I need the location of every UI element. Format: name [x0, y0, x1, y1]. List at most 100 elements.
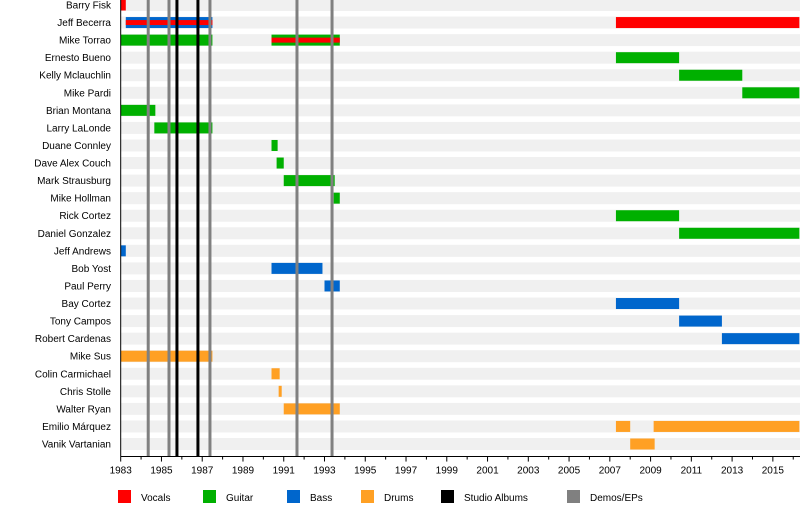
member-name: Ernesto Bueno: [45, 53, 112, 64]
row-stripe: [120, 244, 800, 257]
x-tick-label: 2015: [762, 466, 785, 477]
x-tick-label: 1989: [232, 466, 255, 477]
bar-guitar: [120, 34, 213, 46]
row-stripe: [120, 69, 800, 82]
member-name: Bay Cortez: [62, 299, 111, 310]
bar-drums: [283, 403, 340, 415]
bar-guitar: [283, 175, 335, 187]
row-stripe: [120, 104, 800, 117]
row-stripe: [120, 315, 800, 328]
legend-label: Guitar: [226, 493, 254, 504]
row-stripe: [120, 157, 800, 170]
member-name: Bob Yost: [72, 264, 112, 275]
row-stripe: [120, 402, 800, 415]
member-name: Tony Campos: [50, 317, 111, 328]
member-name: Mike Hollman: [50, 194, 111, 205]
bar-guitar: [615, 210, 680, 222]
x-tick-label: 1997: [395, 466, 418, 477]
bar-drums: [630, 438, 655, 450]
member-name: Mike Torrao: [59, 36, 111, 47]
row-stripe: [120, 385, 800, 398]
bar-guitar: [742, 87, 800, 99]
bar-guitar: [615, 52, 680, 64]
bar-guitar: [333, 192, 340, 204]
bar-guitar: [271, 139, 278, 151]
legend-label: Drums: [384, 493, 413, 504]
row-stripe: [120, 121, 800, 134]
row-stripe: [120, 350, 800, 363]
bar-guitar: [679, 69, 743, 81]
row-stripe: [120, 34, 800, 47]
bar-drums: [271, 368, 280, 380]
row-stripe: [120, 51, 800, 64]
member-name: Dave Alex Couch: [34, 159, 111, 170]
bar-drums: [653, 420, 800, 432]
legend-label: Studio Albums: [464, 493, 528, 504]
member-name: Duane Connley: [42, 141, 111, 152]
member-name: Robert Cardenas: [35, 334, 111, 345]
x-tick-label: 1995: [354, 466, 377, 477]
row-stripe: [120, 227, 800, 240]
legend-swatch-vocals: [118, 490, 131, 503]
row-stripe: [120, 279, 800, 292]
member-name: Walter Ryan: [56, 404, 111, 415]
member-name: Daniel Gonzalez: [38, 229, 111, 240]
bar-guitar: [120, 104, 156, 116]
legend-swatch-demos-eps: [567, 490, 580, 503]
x-tick-label: 2005: [558, 466, 581, 477]
bar-vocals: [615, 17, 800, 29]
row-stripe: [120, 86, 800, 99]
member-name: Mark Strausburg: [37, 176, 111, 187]
x-tick-label: 1991: [273, 466, 296, 477]
legend-swatch-studio-albums: [441, 490, 454, 503]
x-tick-label: 1987: [191, 466, 214, 477]
bar-guitar: [154, 122, 213, 134]
bar-bass: [721, 333, 800, 345]
bar-bass: [679, 315, 722, 327]
member-name: Kelly Mclauchlin: [39, 71, 111, 82]
x-tick-label: 1999: [436, 466, 459, 477]
member-name: Mike Sus: [70, 352, 111, 363]
bar-bass: [615, 298, 680, 310]
member-name: Colin Carmichael: [35, 369, 111, 380]
row-stripe: [120, 139, 800, 152]
bar-drums: [278, 385, 282, 397]
x-tick-label: 1993: [313, 466, 336, 477]
member-name: Paul Perry: [64, 281, 111, 292]
bar-bass: [120, 245, 126, 257]
legend-swatch-guitar: [203, 490, 216, 503]
bar-guitar: [679, 227, 800, 239]
bar-guitar: [276, 157, 284, 169]
member-name: Barry Fisk: [66, 1, 112, 12]
x-tick-label: 2009: [639, 466, 662, 477]
x-tick-label: 2013: [721, 466, 744, 477]
member-name: Jeff Becerra: [57, 18, 111, 29]
member-name: Emilio Márquez: [42, 422, 111, 433]
row-stripe: [120, 0, 800, 11]
member-name: Larry LaLonde: [47, 123, 112, 134]
member-name: Mike Pardi: [64, 88, 111, 99]
bar-vocals: [120, 0, 126, 11]
legend-label: Bass: [310, 493, 332, 504]
member-name: Brian Montana: [46, 106, 111, 117]
member-name: Chris Stolle: [60, 387, 112, 398]
row-stripe: [120, 332, 800, 345]
x-tick-label: 2001: [476, 466, 499, 477]
x-tick-label: 1983: [110, 466, 133, 477]
x-tick-label: 2007: [599, 466, 622, 477]
row-stripe: [120, 262, 800, 275]
bar-drums: [120, 350, 213, 362]
row-stripe: [120, 367, 800, 380]
row-stripe: [120, 174, 800, 187]
row-stripe: [120, 438, 800, 450]
bar-vocals-overlay: [271, 37, 340, 43]
row-stripe: [120, 209, 800, 222]
member-name: Vanik Vartanian: [42, 440, 111, 451]
legend-swatch-bass: [287, 490, 300, 503]
bar-drums: [615, 420, 631, 432]
legend-label: Vocals: [141, 493, 170, 504]
row-stripe: [120, 297, 800, 310]
member-name: Jeff Andrews: [54, 246, 111, 257]
x-tick-label: 2003: [517, 466, 540, 477]
